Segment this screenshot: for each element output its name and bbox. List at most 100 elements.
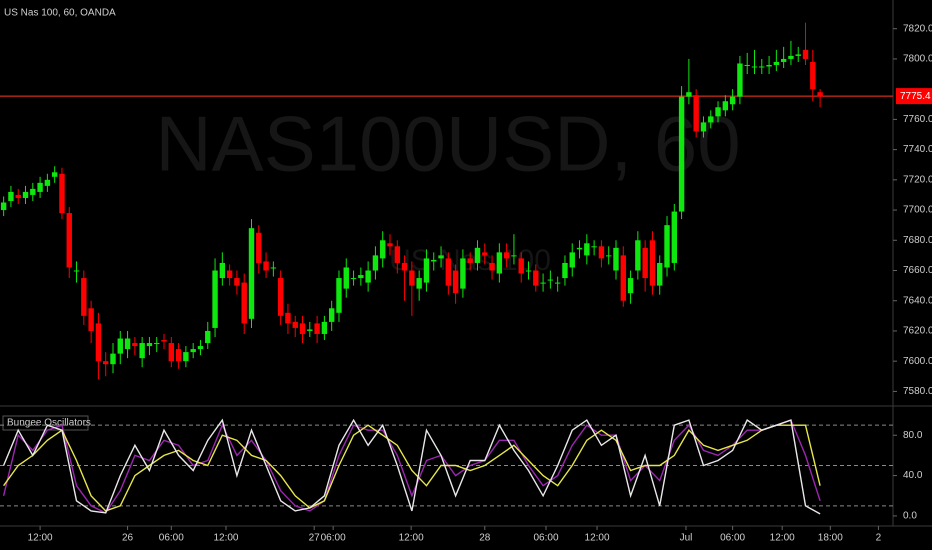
candle-body xyxy=(562,262,568,279)
candle-body xyxy=(759,66,765,68)
x-tick-label: 12:00 xyxy=(28,533,53,544)
candle-body xyxy=(197,346,204,350)
candle-body xyxy=(372,255,379,271)
candle-body xyxy=(81,278,87,316)
candle-body xyxy=(154,343,160,345)
x-tick-label: 28 xyxy=(479,533,491,544)
x-tick-label: 18:00 xyxy=(818,533,843,544)
candle-body xyxy=(328,308,335,322)
candle-body xyxy=(591,246,597,248)
watermark: NAS100USD, 60 xyxy=(155,100,740,188)
candle-body xyxy=(350,278,357,280)
candle-body xyxy=(292,321,298,328)
candle-body xyxy=(503,252,510,259)
y-tick-label: 7660.0 xyxy=(903,265,932,276)
candle-body xyxy=(576,247,583,250)
candle-body xyxy=(715,107,721,117)
candle-body xyxy=(401,262,408,271)
candle-body xyxy=(431,259,437,262)
x-tick-label: 12:00 xyxy=(585,533,610,544)
candle-body xyxy=(649,240,656,286)
y-tick-label: 7620.0 xyxy=(903,326,932,337)
chart-title: US Nas 100, 60, OANDA xyxy=(4,8,116,19)
candle-body xyxy=(409,270,415,286)
candle-body xyxy=(146,343,153,347)
candle-body xyxy=(518,258,524,274)
candle-body xyxy=(321,321,328,334)
candle-body xyxy=(817,92,823,97)
candle-body xyxy=(124,338,131,350)
candle-body xyxy=(248,228,255,319)
candle-body xyxy=(635,240,641,271)
candle-body xyxy=(693,95,699,132)
candle-body xyxy=(22,191,29,198)
candle-body xyxy=(365,270,371,283)
candle-body xyxy=(657,262,663,286)
y-tick-label: 7600.0 xyxy=(903,356,932,367)
y-tick-label: 7720.0 xyxy=(903,174,932,185)
candle-body xyxy=(547,279,554,281)
candle-body xyxy=(51,172,58,177)
candle-body xyxy=(168,343,175,362)
candle-body xyxy=(554,282,561,284)
x-tick-label: Jul xyxy=(680,533,693,544)
candle-body xyxy=(358,275,364,279)
osc-line xyxy=(2,419,821,514)
x-tick-label: 06:00 xyxy=(720,533,745,544)
candle-body xyxy=(73,270,80,272)
candle-body xyxy=(664,225,670,268)
candle-body xyxy=(620,255,626,301)
candle-body xyxy=(511,255,517,257)
candle-body xyxy=(780,58,787,62)
candle-body xyxy=(795,54,801,56)
y-tick-label: 7700.0 xyxy=(903,205,932,216)
candle-body xyxy=(256,232,262,263)
candle-body xyxy=(744,64,750,66)
x-tick-label: 06:00 xyxy=(159,533,184,544)
candle-body xyxy=(103,361,109,365)
y-tick-label: 7640.0 xyxy=(903,295,932,306)
candle-body xyxy=(438,255,444,259)
y-tick-label: 7800.0 xyxy=(903,54,932,65)
candle-body xyxy=(285,312,291,324)
candle-body xyxy=(773,61,780,65)
candle-body xyxy=(183,352,189,362)
candle-body xyxy=(613,247,619,271)
candle-body xyxy=(212,270,218,328)
candle-body xyxy=(88,308,94,331)
candle-body xyxy=(0,202,7,211)
x-tick-label: 12:00 xyxy=(213,533,238,544)
y-tick-label: 7820.0 xyxy=(903,23,932,34)
candle-body xyxy=(671,211,678,263)
y-tick-label: 0.0 xyxy=(903,511,917,522)
x-tick-label: 2 xyxy=(876,533,882,544)
candle-body xyxy=(605,255,612,257)
candle-body xyxy=(37,182,43,192)
candle-body xyxy=(482,252,488,256)
candle-body xyxy=(132,343,138,347)
candle-body xyxy=(810,61,816,90)
y-tick-label: 7760.0 xyxy=(903,114,932,125)
candle-body xyxy=(452,270,459,294)
candle-body xyxy=(460,258,466,289)
candle-body xyxy=(474,247,481,263)
candle-body xyxy=(277,278,284,316)
x-tick-label: 26 xyxy=(122,533,134,544)
candle-body xyxy=(263,261,269,271)
x-tick-label: 06:00 xyxy=(321,533,346,544)
candle-body xyxy=(729,96,736,105)
last-price-label: 7775.4 xyxy=(900,91,931,102)
candle-body xyxy=(700,122,707,132)
candle-body xyxy=(678,96,685,212)
candle-body xyxy=(540,282,546,284)
candle-body xyxy=(394,246,400,263)
candle-body xyxy=(387,243,393,247)
candle-body xyxy=(139,343,145,359)
candle-body xyxy=(175,349,182,362)
candle-body xyxy=(686,92,692,97)
x-tick-label: 12:00 xyxy=(770,533,795,544)
candle-body xyxy=(117,338,123,354)
